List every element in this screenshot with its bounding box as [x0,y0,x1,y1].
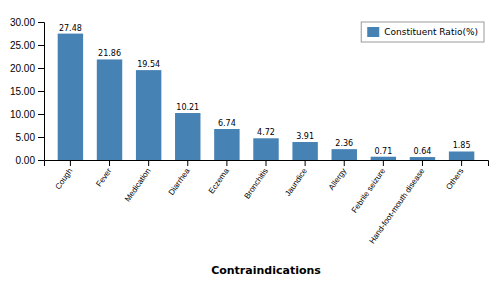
chart: 0.00 5.00 10.00 15.00 20.00 25.00 30.00 Cough Fe… [0,0,500,282]
data-label: 19.54 [137,60,160,69]
bar [371,157,396,160]
bar [214,129,239,160]
x-tick: Others [444,160,465,191]
x-tick-mark [109,160,110,166]
y-tick-label: 0.00 [16,155,36,166]
y-tick-label: 30.00 [10,17,35,28]
y-tick: 30.00 [10,17,44,28]
y-tick: 20.00 [10,63,44,74]
bar [253,138,278,160]
data-label: 0.71 [374,147,392,156]
x-axis: Cough Fever Medication Diarrhea Eczema Bronch… [45,160,489,245]
x-tick-label: Others [444,167,465,192]
x-axis-title: Contraindications [211,264,321,277]
x-tick-mark [422,160,423,166]
bar [97,59,122,160]
x-tick-label: Diarrhea [167,166,192,197]
x-tick: Febrile seizure [350,160,388,215]
y-tick-mark [38,68,44,69]
bar [410,157,435,160]
plot: 0.00 5.00 10.00 15.00 20.00 25.00 30.00 Cough Fe… [10,17,489,246]
x-tick-mark [266,160,267,166]
legend: Constituent Ratio(%) [361,22,484,42]
data-label: 0.64 [414,147,432,156]
data-label: 2.36 [335,139,353,148]
y-tick-label: 20.00 [10,63,35,74]
x-tick-label: Medication [123,167,153,204]
x-tick: Diarrhea [167,160,192,197]
x-tick: Eczema [207,160,231,195]
x-tick-mark [305,160,306,166]
y-tick-mark [38,137,44,138]
bar [58,34,83,160]
legend-box [361,22,484,42]
axis-domain [38,23,45,161]
bar [449,151,474,160]
x-tick-label: Febrile seizure [350,166,388,215]
x-tick-mark [461,160,462,166]
axis-domain [45,161,489,167]
y-tick-label: 25.00 [10,40,35,51]
data-label: 10.21 [176,103,199,112]
data-label: 27.48 [59,24,82,33]
x-tick: Fever [94,160,113,189]
data-label: 4.72 [257,128,275,137]
data-label: 3.91 [296,132,314,141]
y-tick: 10.00 [10,109,44,120]
data-label: 21.86 [98,49,121,58]
bar [332,149,357,160]
x-tick-label: Hand-foot-mouth disease [368,166,427,245]
data-labels: 27.48 21.86 19.54 10.21 6.74 4.72 3.91 2.36 0.71… [59,24,471,156]
data-label: 1.85 [453,141,471,150]
y-tick-mark [38,45,44,46]
x-tick: Allergy [327,160,348,192]
x-tick: Hand-foot-mouth disease [368,160,427,245]
x-tick-mark [344,160,345,166]
legend-label: Constituent Ratio(%) [384,27,478,37]
y-tick: 0.00 [16,155,44,166]
y-tick-mark [38,22,44,23]
y-tick-mark [38,114,44,115]
data-label: 6.74 [218,119,236,128]
x-tick: Bronchitis [242,160,270,201]
y-tick-label: 15.00 [10,86,35,97]
y-tick-mark [38,91,44,92]
y-tick: 15.00 [10,86,44,97]
x-tick-mark [148,160,149,166]
x-tick-label: Bronchitis [242,167,270,201]
x-tick-label: Cough [53,167,74,191]
x-tick-mark [187,160,188,166]
x-tick-label: Eczema [207,166,231,195]
y-axis: 0.00 5.00 10.00 15.00 20.00 25.00 30.00 [10,17,45,166]
y-tick-label: 10.00 [10,109,35,120]
bars [58,34,475,160]
x-tick-label: Jaundice [283,166,309,198]
x-tick: Cough [53,160,74,191]
y-tick-mark [38,160,44,161]
legend-swatch [367,27,379,37]
x-tick-label: Allergy [327,167,348,192]
x-tick-label: Fever [94,166,113,188]
x-tick: Medication [123,160,153,203]
bar [136,70,161,160]
x-tick-mark [70,160,71,166]
bar [292,142,317,160]
y-tick: 5.00 [16,132,44,143]
x-tick-mark [383,160,384,166]
y-tick-label: 5.00 [16,132,36,143]
x-tick-mark [226,160,227,166]
bar [175,113,200,160]
x-tick: Jaundice [283,160,309,198]
y-tick: 25.00 [10,40,44,51]
